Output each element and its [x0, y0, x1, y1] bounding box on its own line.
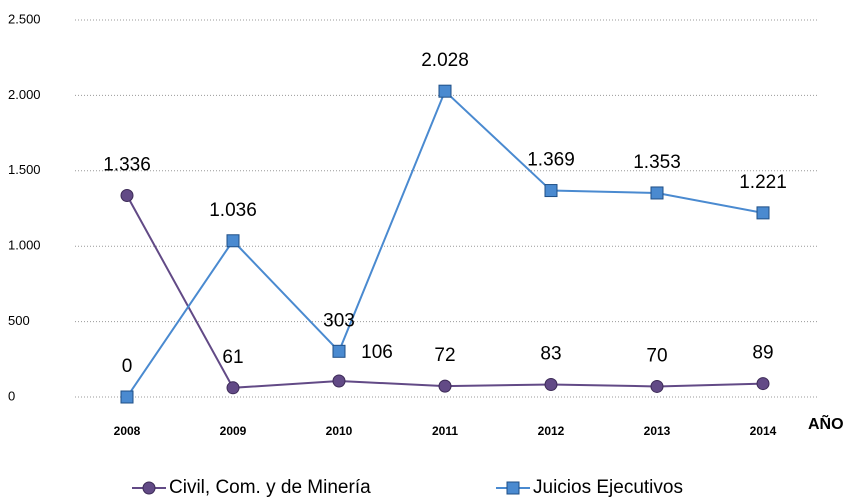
data-label: 1.221: [739, 172, 787, 193]
data-point: [120, 390, 134, 404]
data-point: [650, 186, 664, 200]
data-point: [438, 84, 452, 98]
data-point: [226, 381, 240, 395]
data-label: 1.336: [103, 155, 151, 176]
y-tick-label: 2.500: [8, 11, 41, 26]
data-label: 2.028: [421, 50, 469, 71]
y-tick-label: 1.500: [8, 162, 41, 177]
data-label: 0: [122, 356, 133, 377]
y-tick-label: 2.000: [8, 87, 41, 102]
data-label: 303: [323, 310, 355, 331]
y-tick-label: 1.000: [8, 238, 41, 253]
legend-marker: [506, 481, 520, 495]
data-point: [650, 379, 664, 393]
x-tick-label: 2014: [750, 424, 777, 438]
data-label: 72: [434, 345, 455, 366]
data-point: [332, 374, 346, 388]
data-point: [756, 206, 770, 220]
data-point: [756, 377, 770, 391]
data-point: [544, 184, 558, 198]
data-point: [544, 377, 558, 391]
data-label: 106: [361, 342, 393, 363]
data-label: 1.369: [527, 150, 575, 171]
x-axis-label: AÑO: [808, 413, 844, 433]
legend-marker: [142, 481, 156, 495]
data-point: [226, 234, 240, 248]
y-tick-label: 500: [8, 313, 30, 328]
x-tick-label: 2008: [114, 424, 141, 438]
x-tick-label: 2010: [326, 424, 353, 438]
data-label: 89: [752, 343, 773, 364]
data-point: [332, 344, 346, 358]
x-tick-label: 2011: [432, 424, 458, 438]
data-label: 1.036: [209, 200, 257, 221]
data-point: [120, 189, 134, 203]
data-label: 70: [646, 345, 667, 366]
legend-label: Civil, Com. y de Minería: [169, 477, 371, 498]
y-tick-label: 0: [8, 388, 15, 403]
data-label: 61: [222, 347, 243, 368]
legend-label: Juicios Ejecutivos: [533, 477, 683, 498]
data-label: 83: [540, 343, 561, 364]
x-tick-label: 2009: [220, 424, 247, 438]
x-tick-label: 2013: [644, 424, 671, 438]
data-label: 1.353: [633, 152, 681, 173]
data-point: [438, 379, 452, 393]
x-tick-label: 2012: [538, 424, 565, 438]
